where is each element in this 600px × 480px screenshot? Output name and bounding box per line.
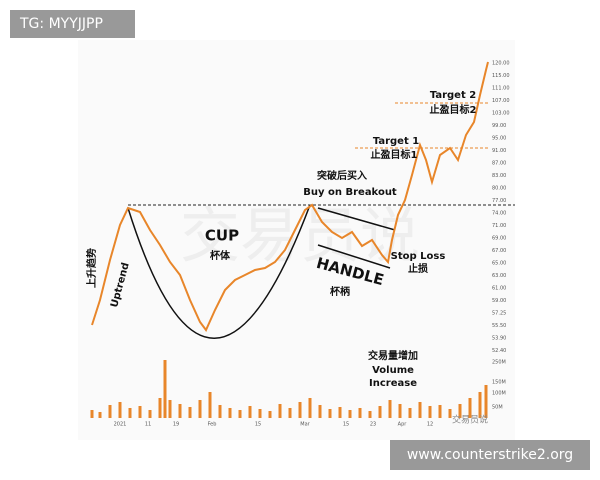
handle-top	[317, 207, 396, 231]
breakout-cn: 突破后买入	[317, 169, 367, 182]
price-tick-label: 59.00	[492, 298, 506, 304]
date-tick-label: Mar	[300, 422, 310, 428]
volume-en1: Volume	[372, 365, 414, 376]
volume-tick-label: 150M	[492, 380, 506, 386]
target1-en: Target 1	[373, 136, 419, 147]
price-tick-label: 95.00	[492, 136, 506, 142]
center-watermark: 交易员说	[180, 202, 420, 272]
date-tick-label: 15	[343, 422, 349, 428]
volume-tick-label: 250M	[492, 360, 506, 366]
stop-cn: 止损	[408, 262, 428, 275]
price-tick-label: 69.00	[492, 236, 506, 242]
site: www.counterstrike2.org	[407, 447, 573, 463]
tag: TG: MYYJJPP	[19, 16, 103, 32]
uptrend-cn: 上升趋势	[85, 248, 98, 288]
price-path	[91, 61, 489, 332]
price-tick-label: 83.00	[492, 173, 506, 179]
price-tick-label: 111.00	[492, 86, 510, 92]
price-tick-label: 67.00	[492, 248, 506, 254]
site-box	[390, 440, 590, 470]
volume-cn: 交易量增加	[368, 349, 418, 362]
target2-en: Target 2	[430, 90, 476, 101]
price-tick-label: 55.50	[492, 323, 506, 329]
date-tick-label: 11	[145, 422, 151, 428]
price-tick-label: 71.00	[492, 223, 506, 229]
price-tick-label: 74.00	[492, 211, 506, 217]
price-tick-label: 57.25	[492, 311, 506, 317]
cup-en: CUP	[205, 227, 239, 245]
price-tick-label: 53.90	[492, 336, 506, 342]
volume-tick-label: 100M	[492, 391, 506, 397]
cup-curve	[127, 204, 311, 339]
price-tick-label: 120.00	[492, 61, 510, 67]
corner-watermark: 交易员说	[452, 414, 488, 426]
price-tick-label: 99.00	[492, 123, 506, 129]
date-tick-label: 23	[370, 422, 376, 428]
volume-bars	[90, 360, 488, 418]
price-tick-label: 65.00	[492, 261, 506, 267]
price-tick-label: 87.00	[492, 161, 506, 167]
date-tick-label: 19	[173, 422, 179, 428]
handle-cn: 杯柄	[330, 285, 350, 298]
date-tick-label: Apr	[398, 422, 408, 428]
price-tick-label: 63.00	[492, 273, 506, 279]
volume-tick-label: 50M	[492, 405, 503, 411]
price-tick-label: 103.00	[492, 111, 510, 117]
price-tick-label: 61.00	[492, 286, 506, 292]
volume-en2: Increase	[369, 378, 417, 389]
date-tick-label: 15	[255, 422, 261, 428]
cup-cn: 杯体	[210, 249, 231, 262]
date-tick-label: Feb	[208, 422, 217, 428]
price-tick-label: 77.00	[492, 198, 506, 204]
handle-bottom	[317, 244, 391, 269]
target2-cn: 止盈目标2	[430, 103, 477, 116]
stop-en: Stop Loss	[391, 251, 446, 262]
price-tick-label: 80.00	[492, 186, 506, 192]
price-tick-label: 107.00	[492, 98, 510, 104]
price-tick-label: 52.40	[492, 348, 506, 354]
breakout-en: Buy on Breakout	[303, 187, 397, 198]
tag-box	[10, 10, 135, 38]
date-tick-label: 2021	[114, 422, 127, 428]
price-tick-label: 115.00	[492, 73, 510, 79]
target1-cn: 止盈目标1	[371, 148, 418, 161]
price-tick-label: 91.00	[492, 148, 506, 154]
date-tick-label: 12	[427, 422, 433, 428]
